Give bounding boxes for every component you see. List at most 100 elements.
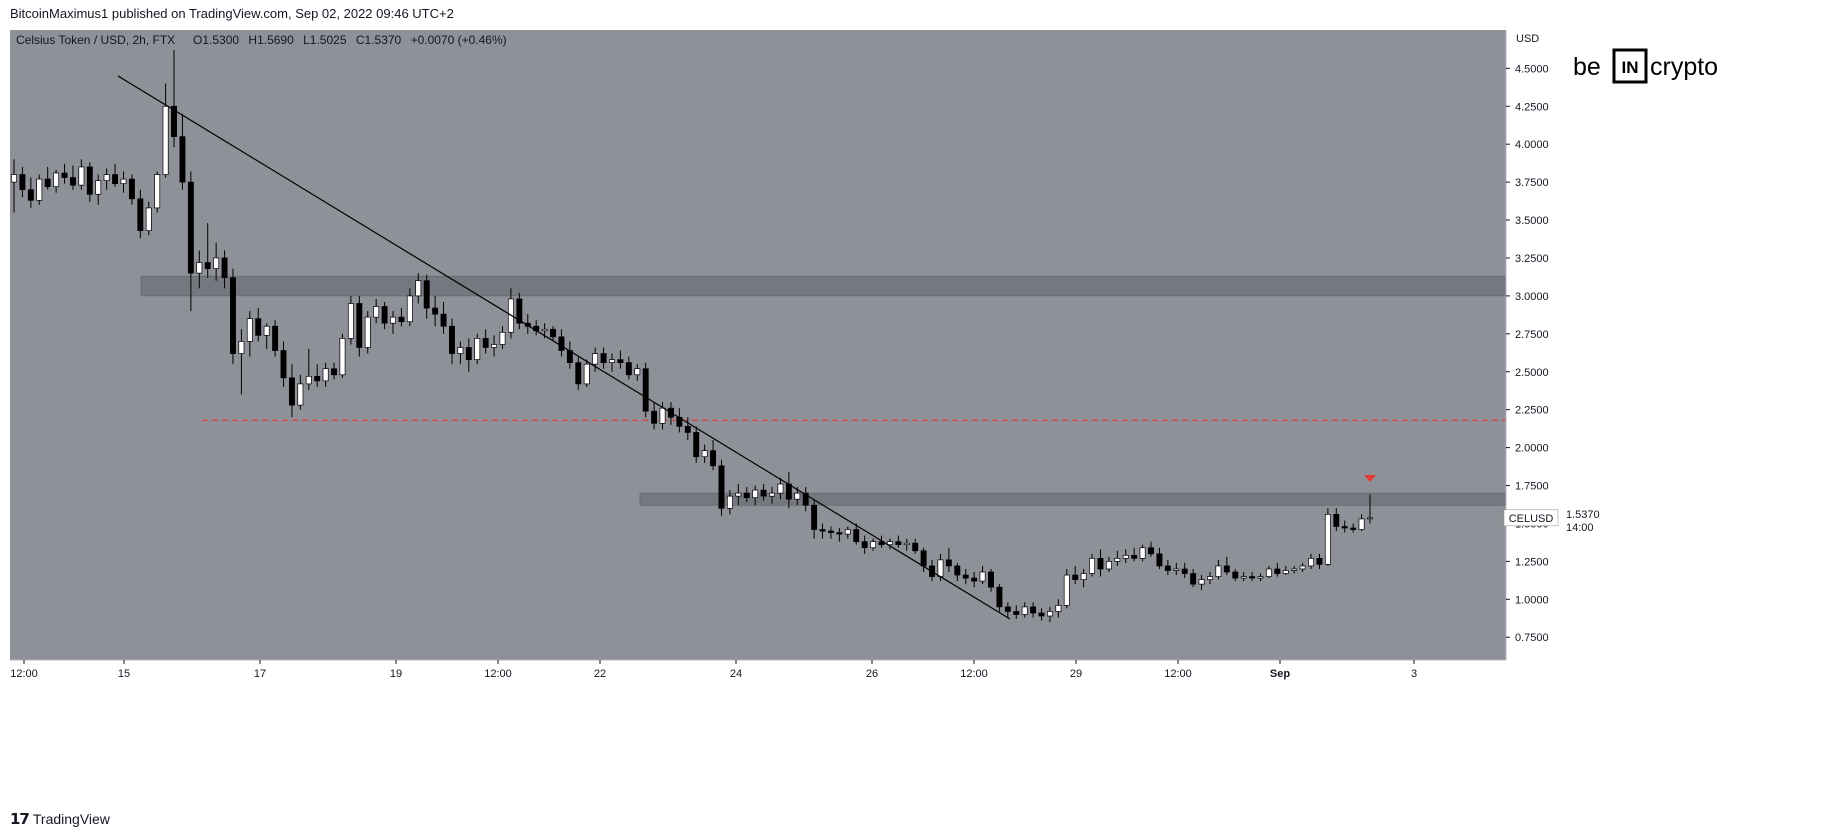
candle — [263, 325, 270, 336]
tradingview-brand: TradingView — [32, 811, 110, 827]
candle — [204, 262, 211, 269]
descending-trendline — [117, 75, 1011, 620]
candle — [1080, 573, 1087, 580]
candle — [356, 303, 363, 348]
price-tick-label: 1.7500 — [1515, 481, 1549, 493]
low-value: 1.5025 — [310, 33, 347, 47]
candle — [230, 277, 236, 354]
candle — [684, 426, 691, 433]
symbol-tag-label: CELUSD — [1509, 513, 1554, 525]
candle — [364, 316, 371, 348]
candle — [878, 541, 885, 546]
candle — [1089, 558, 1096, 574]
candle — [339, 338, 346, 376]
chart-container[interactable]: USD 4.5000 4.2500 4.0000 3.7500 3.5000 3.2500 3… — [10, 30, 1752, 797]
tradingview-logo-icon: 𝟭𝟳 — [10, 811, 30, 828]
candle — [912, 542, 919, 552]
watermark-be: be — [1573, 53, 1601, 81]
candle — [423, 280, 430, 309]
candle — [1063, 574, 1070, 606]
price-tick-label: 4.0000 — [1515, 139, 1549, 151]
beincrypto-watermark: be IN crypto — [1573, 48, 1718, 84]
candle — [844, 529, 851, 535]
candle — [347, 303, 354, 339]
candle — [769, 492, 775, 497]
candle — [516, 298, 523, 324]
candle — [137, 198, 144, 232]
price-tick-label: 4.5000 — [1515, 63, 1549, 75]
candle — [1223, 565, 1230, 573]
candle — [499, 331, 506, 345]
price-tick-label: 3.5000 — [1515, 215, 1549, 227]
candle — [794, 492, 801, 500]
candlestick-chart[interactable]: USD 4.5000 4.2500 4.0000 3.7500 3.5000 3.2500 3… — [10, 30, 1752, 797]
candle — [811, 504, 818, 530]
candle — [314, 375, 321, 382]
watermark-box — [1612, 48, 1648, 84]
candle — [1004, 606, 1011, 612]
low-label: L — [303, 33, 310, 47]
candle — [1282, 570, 1289, 574]
candle — [196, 262, 203, 274]
candle — [95, 180, 102, 195]
candle — [558, 336, 565, 351]
candle — [1038, 612, 1045, 617]
candle — [305, 375, 312, 385]
price-tag-value: 1.5370 — [1566, 509, 1600, 521]
plot-background — [10, 30, 1506, 660]
candle — [1215, 565, 1222, 577]
candle — [945, 559, 952, 567]
candle — [145, 207, 152, 232]
time-tick-label: 19 — [390, 668, 402, 680]
candle — [1198, 579, 1205, 585]
candle — [390, 316, 396, 324]
open-value: 1.5300 — [202, 33, 239, 47]
candle — [1350, 527, 1357, 530]
candle — [103, 174, 110, 181]
candle — [583, 363, 590, 385]
candle — [171, 105, 177, 137]
candle — [112, 174, 119, 184]
candle — [651, 410, 658, 424]
candle — [1055, 605, 1062, 612]
candle — [36, 178, 43, 201]
time-tick-label: 15 — [118, 668, 130, 680]
candle — [1316, 558, 1323, 565]
candle — [1148, 547, 1154, 555]
price-tick-label: 0.7500 — [1515, 632, 1549, 644]
candle — [162, 105, 169, 175]
tradingview-footer: 𝟭𝟳 TradingView — [10, 810, 110, 828]
candle — [777, 483, 784, 494]
candle — [1139, 547, 1146, 559]
candle — [853, 529, 860, 543]
candle — [86, 166, 93, 195]
candle — [322, 368, 329, 382]
candle — [962, 574, 969, 579]
candle — [920, 550, 927, 567]
candle — [819, 529, 826, 532]
candle — [802, 492, 809, 506]
candle — [693, 432, 700, 458]
candle — [988, 571, 994, 588]
candle — [440, 313, 447, 327]
change-value: +0.0070 (+0.46%) — [411, 33, 507, 47]
price-axis-currency: USD — [1516, 33, 1539, 45]
high-value: 1.5690 — [257, 33, 294, 47]
candle — [895, 541, 902, 546]
candle — [634, 368, 641, 376]
candle — [861, 541, 868, 549]
candle — [255, 318, 262, 336]
candle — [828, 530, 834, 533]
candle — [1265, 568, 1272, 577]
candle — [1358, 518, 1365, 530]
high-label: H — [248, 33, 257, 47]
candle — [1367, 517, 1373, 520]
candle — [288, 377, 295, 406]
candle — [11, 174, 17, 183]
open-label: O — [193, 33, 202, 47]
candle — [457, 347, 464, 354]
candle — [1249, 576, 1256, 579]
symbol-tag — [1503, 509, 1559, 527]
candle — [238, 341, 245, 354]
time-tick-label: 12:00 — [960, 668, 988, 680]
